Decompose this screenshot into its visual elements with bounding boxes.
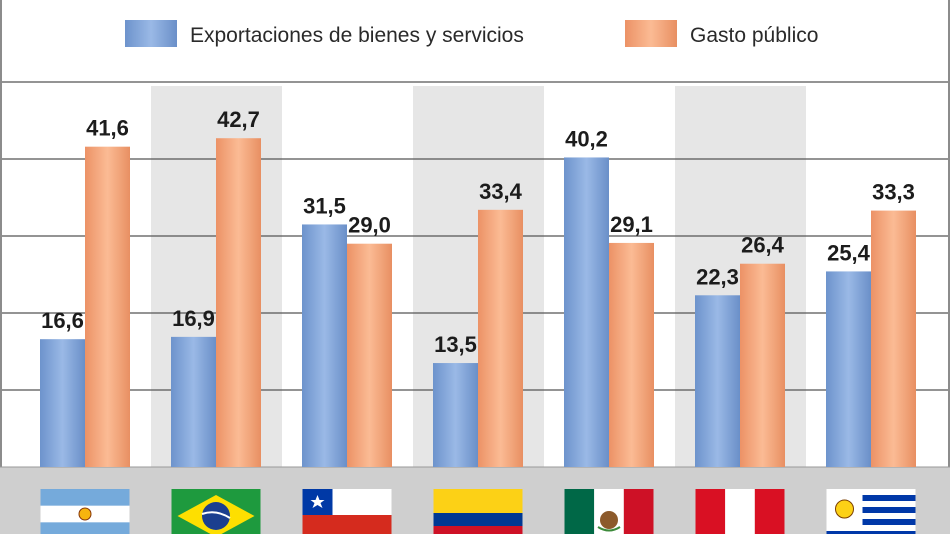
bar-gasto — [85, 146, 130, 467]
value-label: 29,1 — [610, 212, 653, 237]
value-label: 22,3 — [696, 264, 739, 289]
bar-gasto — [478, 209, 523, 467]
value-labels: 16,6 16,9 31,5 13,5 40,2 22,3 25,4 41,6 42,7 29,0… — [41, 107, 915, 357]
mexico-flag — [564, 489, 654, 534]
value-label: 33,3 — [872, 180, 915, 205]
legend-label-gasto: Gasto público — [690, 24, 818, 47]
value-label: 41,6 — [86, 116, 129, 141]
bar-exportaciones — [564, 157, 609, 467]
value-label: 13,5 — [434, 332, 477, 357]
chile-flag — [302, 489, 392, 534]
bar-exportaciones — [826, 271, 871, 467]
argentina-flag — [40, 489, 130, 534]
bar-gasto — [609, 242, 654, 467]
bar-gasto — [347, 243, 392, 467]
bar-gasto — [871, 210, 916, 467]
legend-swatch-gasto — [625, 20, 677, 47]
bar-gasto — [216, 138, 261, 467]
brazil-flag — [171, 489, 261, 534]
gridlines — [2, 81, 948, 391]
uruguay-flag — [826, 489, 916, 534]
colombia-flag — [433, 489, 523, 534]
value-label: 25,4 — [827, 240, 871, 265]
bar-exportaciones — [433, 363, 478, 467]
value-label: 31,5 — [303, 193, 346, 218]
chart-legend: Exportaciones de bienes y servicios Gast… — [125, 20, 818, 47]
value-label: 33,4 — [479, 179, 523, 204]
peru-flag — [695, 489, 785, 534]
bar-exportaciones — [171, 336, 216, 467]
bar-exportaciones — [40, 339, 85, 467]
bar-exportaciones — [695, 295, 740, 467]
value-label: 42,7 — [217, 107, 260, 132]
bar-exportaciones — [302, 224, 347, 467]
legend-swatch-exportaciones — [125, 20, 177, 47]
legend-item-exportaciones: Exportaciones de bienes y servicios — [125, 20, 524, 47]
value-label: 16,6 — [41, 308, 84, 333]
bar-gasto — [740, 263, 785, 467]
value-label: 40,2 — [565, 126, 608, 151]
legend-label-exportaciones: Exportaciones de bienes y servicios — [190, 24, 524, 47]
bars — [40, 138, 916, 467]
value-label: 29,0 — [348, 213, 391, 238]
legend-item-gasto: Gasto público — [625, 20, 818, 47]
value-label: 16,9 — [172, 306, 215, 331]
flags-row — [40, 489, 916, 534]
value-label: 26,4 — [741, 233, 785, 258]
